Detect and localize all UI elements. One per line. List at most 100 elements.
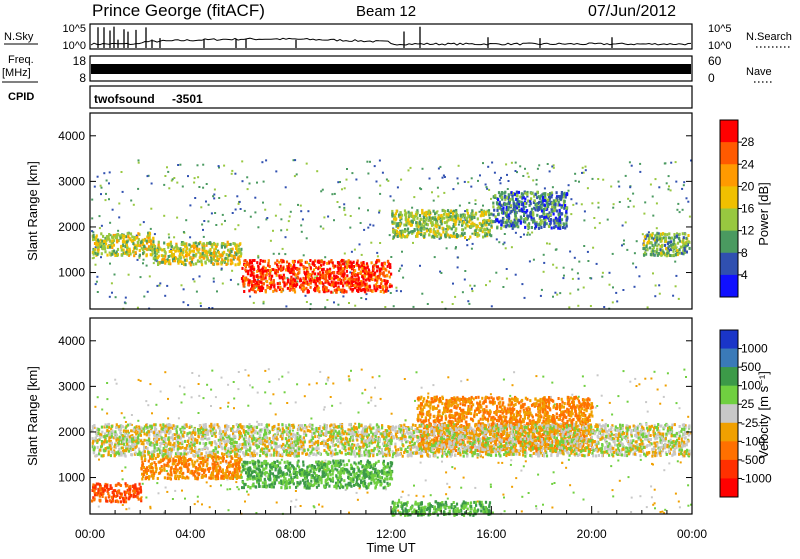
data-point — [373, 264, 375, 267]
nsky-right-tick-bottom: 10^0 — [708, 40, 732, 52]
data-point — [657, 389, 659, 391]
data-point — [177, 164, 179, 166]
data-point — [315, 282, 317, 285]
data-point — [678, 298, 680, 300]
data-point — [546, 222, 548, 225]
data-point — [110, 484, 112, 487]
data-point — [582, 167, 584, 169]
data-point — [391, 215, 393, 218]
data-point — [413, 196, 415, 198]
data-point — [572, 204, 574, 206]
data-point — [351, 264, 353, 267]
data-point — [265, 159, 267, 161]
data-point — [308, 264, 310, 267]
data-point — [317, 267, 319, 270]
data-point — [196, 291, 198, 293]
data-point — [577, 305, 579, 307]
data-point — [475, 226, 477, 229]
data-point — [516, 223, 518, 226]
data-point — [541, 289, 543, 291]
data-point — [672, 250, 674, 253]
data-point — [236, 195, 238, 197]
data-point — [482, 236, 484, 239]
data-point — [322, 288, 324, 291]
data-point — [524, 226, 526, 229]
data-point — [353, 261, 355, 264]
data-point — [281, 376, 283, 378]
data-point — [286, 402, 288, 404]
data-point — [538, 206, 540, 209]
data-point — [440, 215, 442, 218]
data-point — [163, 184, 165, 186]
data-point — [341, 259, 343, 262]
data-point — [652, 215, 654, 217]
data-point — [513, 202, 515, 205]
data-point — [568, 459, 570, 461]
data-point — [393, 218, 395, 221]
data-point — [174, 250, 176, 253]
data-point — [332, 473, 334, 476]
data-point — [532, 212, 534, 215]
data-point — [429, 178, 431, 180]
data-point — [289, 467, 291, 470]
data-point — [231, 262, 233, 265]
data-point — [521, 510, 523, 512]
data-point — [354, 284, 356, 287]
data-point — [342, 271, 344, 274]
data-point — [437, 217, 439, 220]
data-point — [254, 211, 256, 213]
data-point — [213, 278, 215, 280]
data-point — [646, 506, 648, 508]
data-point — [297, 272, 299, 275]
data-point — [426, 229, 428, 232]
data-point — [253, 302, 255, 304]
data-point — [197, 496, 199, 498]
data-point — [252, 386, 254, 388]
data-point — [529, 260, 531, 262]
data-point — [284, 253, 286, 255]
data-point — [519, 165, 521, 167]
data-point — [542, 196, 544, 199]
data-point — [124, 466, 126, 468]
data-point — [537, 168, 539, 170]
data-point — [531, 232, 533, 234]
data-point — [654, 244, 656, 247]
data-point — [368, 402, 370, 404]
data-point — [367, 492, 369, 494]
data-point — [612, 301, 614, 303]
data-point — [421, 212, 423, 215]
data-point — [311, 277, 313, 280]
data-point — [515, 162, 517, 164]
data-point — [397, 510, 399, 512]
data-point — [597, 374, 599, 376]
data-point — [364, 290, 366, 293]
data-point — [235, 465, 237, 468]
data-point — [561, 218, 563, 221]
data-point — [402, 230, 404, 233]
data-point — [672, 295, 674, 297]
data-point — [330, 291, 332, 294]
data-point — [559, 209, 561, 212]
data-point — [212, 195, 214, 197]
data-point — [236, 486, 238, 488]
data-point — [568, 306, 570, 308]
data-point — [443, 175, 445, 177]
data-point — [405, 216, 407, 219]
data-point — [100, 193, 102, 195]
data-point — [536, 179, 538, 181]
data-point — [213, 242, 215, 245]
data-point — [603, 306, 605, 308]
data-point — [234, 173, 236, 175]
data-point — [262, 275, 264, 278]
data-point — [233, 381, 235, 383]
data-point — [527, 232, 529, 234]
data-point — [360, 222, 362, 224]
data-point — [673, 233, 675, 236]
data-point — [472, 290, 474, 292]
data-point — [202, 229, 204, 231]
data-point — [514, 193, 516, 196]
data-point — [443, 217, 445, 220]
data-point — [591, 202, 593, 204]
data-point — [685, 242, 687, 245]
data-point — [683, 181, 685, 183]
